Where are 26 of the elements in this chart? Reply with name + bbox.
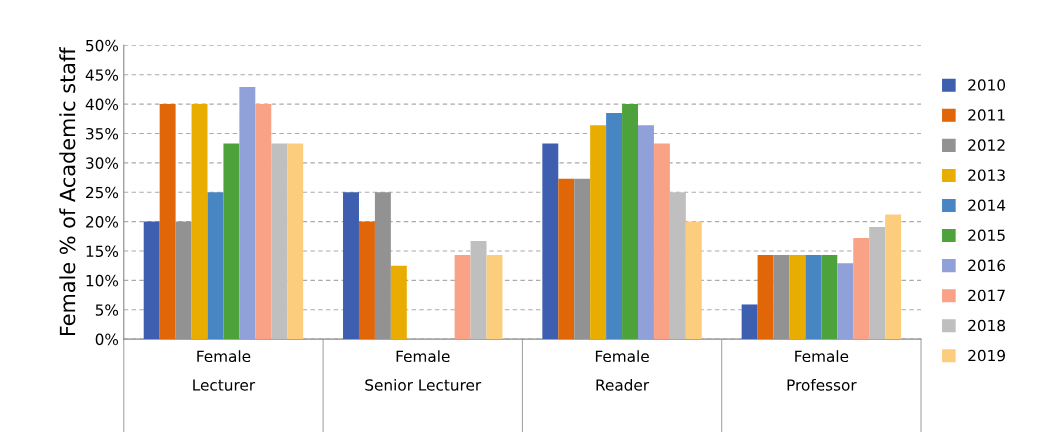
legend-label: 2018 [968,319,1006,332]
legend-label: 2019 [968,349,1005,362]
legend-label: 2017 [968,289,1005,302]
x-tick-label: Female Senior Lecturer [365,350,482,391]
y-tick-label: 10% [86,274,119,287]
x-tick-label: Female Reader [595,350,650,391]
y-tick-label: 25% [86,186,119,199]
y-tick-label: 0% [95,333,119,346]
legend-label: 2012 [968,139,1005,151]
y-tick-label: 15% [86,245,119,258]
legend-label: 2013 [968,169,1005,181]
legend-label: 2010 [968,79,1006,91]
legend-label: 2016 [968,259,1006,272]
y-tick-label: 5% [95,304,119,316]
y-tick-label: 30% [86,157,119,169]
x-tick-label: Female Professor [787,350,857,391]
legend-label: 2014 [968,199,1006,212]
y-tick-label: 35% [86,127,119,140]
x-tick-label: Female Lecturer [193,350,256,391]
y-tick-label: 45% [85,69,119,81]
y-tick-label: 50% [86,39,119,52]
y-tick-label: 20% [86,216,119,228]
y-tick-label: 40% [85,98,119,111]
legend-label: 2011 [968,109,1005,121]
legend-label: 2015 [968,229,1005,242]
y-axis-title: Female % of Academic staff [59,46,76,336]
